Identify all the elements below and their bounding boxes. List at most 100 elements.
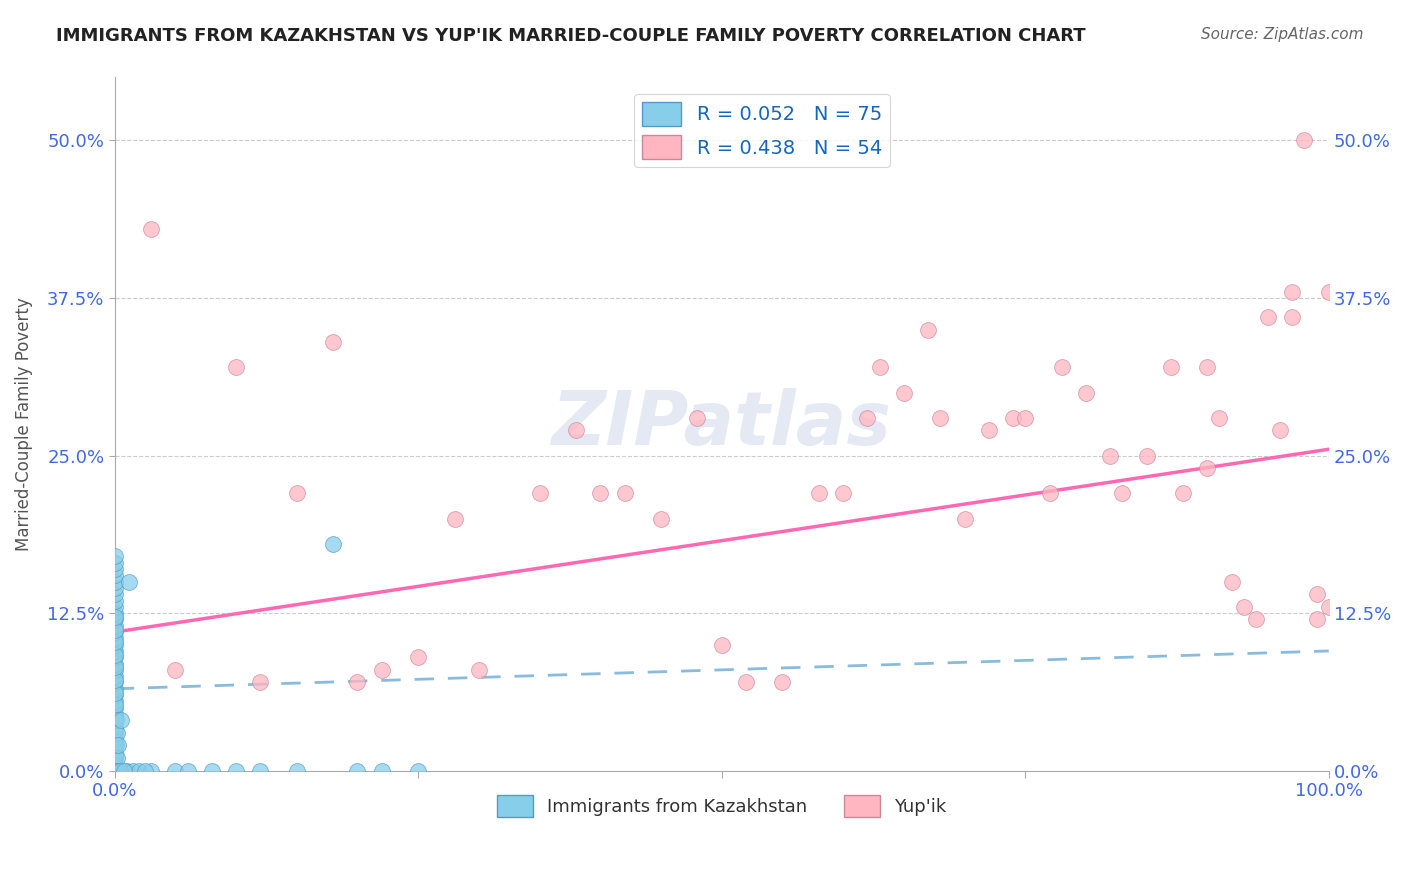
Point xyxy=(104,650,127,665)
Point xyxy=(104,610,127,624)
Point xyxy=(104,556,127,570)
Point xyxy=(977,423,1000,437)
Point xyxy=(1244,612,1267,626)
Point xyxy=(1270,423,1292,437)
Point xyxy=(104,675,127,690)
Point xyxy=(917,322,939,336)
Point xyxy=(650,511,672,525)
Point xyxy=(104,681,127,696)
Point xyxy=(104,660,127,674)
Text: Source: ZipAtlas.com: Source: ZipAtlas.com xyxy=(1201,27,1364,42)
Point xyxy=(110,713,132,727)
Point xyxy=(104,593,127,607)
Point xyxy=(1281,285,1303,299)
Point xyxy=(104,739,127,753)
Point xyxy=(1281,310,1303,324)
Point xyxy=(807,486,830,500)
Point xyxy=(1233,599,1256,614)
Point xyxy=(134,764,156,778)
Point xyxy=(322,335,344,350)
Point xyxy=(122,764,145,778)
Point xyxy=(1294,133,1316,147)
Point xyxy=(104,711,127,725)
Point xyxy=(104,706,127,721)
Point xyxy=(770,675,793,690)
Point xyxy=(565,423,588,437)
Point xyxy=(735,675,758,690)
Point xyxy=(371,663,394,677)
Point xyxy=(104,688,127,702)
Point xyxy=(104,739,127,753)
Point xyxy=(1257,310,1279,324)
Point xyxy=(139,221,162,235)
Point xyxy=(1099,449,1122,463)
Point xyxy=(686,410,709,425)
Point xyxy=(112,764,135,778)
Point xyxy=(104,648,127,662)
Point xyxy=(371,764,394,778)
Point xyxy=(104,638,127,652)
Point xyxy=(1038,486,1060,500)
Point xyxy=(529,486,551,500)
Point xyxy=(406,764,429,778)
Point xyxy=(893,385,915,400)
Point xyxy=(1171,486,1194,500)
Point xyxy=(322,537,344,551)
Point xyxy=(176,764,198,778)
Point xyxy=(406,650,429,665)
Point xyxy=(105,726,128,740)
Point xyxy=(104,751,127,765)
Point xyxy=(346,675,368,690)
Point xyxy=(104,549,127,564)
Point xyxy=(104,635,127,649)
Point xyxy=(104,574,127,589)
Point xyxy=(856,410,879,425)
Point xyxy=(589,486,612,500)
Point xyxy=(104,698,127,713)
Point xyxy=(1014,410,1036,425)
Point xyxy=(1197,461,1219,475)
Point xyxy=(165,764,187,778)
Point xyxy=(104,757,127,772)
Point xyxy=(104,713,127,727)
Point xyxy=(1317,285,1340,299)
Point xyxy=(107,739,129,753)
Point xyxy=(104,732,127,747)
Point xyxy=(104,663,127,677)
Point xyxy=(104,657,127,671)
Point xyxy=(1208,410,1230,425)
Point xyxy=(104,685,127,699)
Point xyxy=(104,764,127,778)
Point xyxy=(285,486,308,500)
Point xyxy=(1074,385,1097,400)
Point xyxy=(108,764,131,778)
Point xyxy=(104,669,127,683)
Point xyxy=(613,486,636,500)
Point xyxy=(929,410,952,425)
Point xyxy=(1136,449,1159,463)
Text: IMMIGRANTS FROM KAZAKHSTAN VS YUP'IK MARRIED-COUPLE FAMILY POVERTY CORRELATION C: IMMIGRANTS FROM KAZAKHSTAN VS YUP'IK MAR… xyxy=(56,27,1085,45)
Point xyxy=(105,764,128,778)
Point xyxy=(105,751,128,765)
Point xyxy=(443,511,465,525)
Point xyxy=(104,673,127,687)
Point xyxy=(104,612,127,626)
Point xyxy=(118,574,141,589)
Point xyxy=(104,606,127,620)
Point xyxy=(1305,587,1327,601)
Point xyxy=(1317,599,1340,614)
Point xyxy=(225,360,247,375)
Point xyxy=(468,663,491,677)
Text: ZIPatlas: ZIPatlas xyxy=(551,387,891,460)
Point xyxy=(128,764,150,778)
Point xyxy=(104,619,127,633)
Point xyxy=(104,568,127,582)
Point xyxy=(1160,360,1182,375)
Point xyxy=(285,764,308,778)
Point xyxy=(1197,360,1219,375)
Point xyxy=(104,700,127,714)
Point xyxy=(104,632,127,646)
Point xyxy=(104,581,127,595)
Point xyxy=(249,675,271,690)
Point xyxy=(104,748,127,763)
